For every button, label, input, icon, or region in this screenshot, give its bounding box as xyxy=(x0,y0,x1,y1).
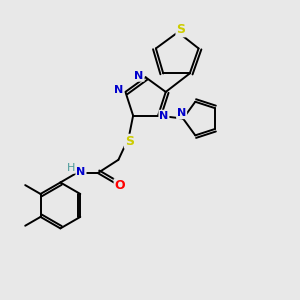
Text: S: S xyxy=(125,135,134,148)
Text: N: N xyxy=(159,111,169,121)
Text: N: N xyxy=(76,167,85,177)
Text: O: O xyxy=(115,179,125,192)
Text: N: N xyxy=(134,71,144,81)
Text: S: S xyxy=(176,23,185,36)
Text: N: N xyxy=(177,108,186,118)
Text: N: N xyxy=(114,85,124,95)
Text: H: H xyxy=(67,163,75,173)
